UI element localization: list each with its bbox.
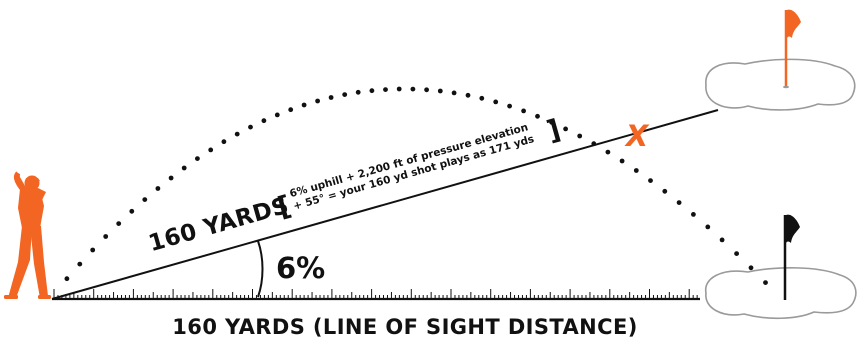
- lower-green-icon: [705, 267, 857, 320]
- trajectory-dot: [208, 147, 214, 153]
- trajectory-dot: [521, 108, 526, 114]
- slope-distance-label: 160 YARDS: [146, 193, 292, 257]
- trajectory-dot: [355, 89, 361, 95]
- trajectory-dot: [705, 224, 711, 230]
- trajectory-dot: [535, 113, 540, 119]
- trajectory-dot: [315, 98, 320, 104]
- trajectory-dot: [591, 141, 597, 147]
- trajectory-dot: [479, 95, 485, 101]
- trajectory-dot: [383, 87, 388, 92]
- upper-green-icon: [705, 58, 856, 111]
- trajectory-dot: [734, 251, 739, 256]
- trajectory-dot: [424, 87, 429, 93]
- trajectory-dot: [493, 99, 499, 105]
- line-of-sight-label: 160 YARDS (LINE OF SIGHT DISTANCE): [172, 315, 637, 339]
- trajectory-dot: [451, 90, 457, 96]
- trajectory-dot: [116, 221, 122, 227]
- trajectory-dot: [507, 103, 512, 109]
- calculation-note-line-1: 6% uphill + 2,200 ft of pressure elevati…: [288, 121, 529, 200]
- trajectory-dot: [129, 208, 135, 214]
- slope-line: [51, 109, 719, 300]
- trajectory-dot: [181, 165, 187, 171]
- trajectory-dot: [719, 237, 725, 243]
- trajectory-dot: [234, 131, 240, 137]
- trajectory-dot: [396, 86, 402, 92]
- trajectory-dot: [369, 88, 375, 94]
- trajectory-dot: [288, 107, 294, 113]
- trajectory-dot: [168, 175, 174, 181]
- slope-label-group: 160 YARDS [ 6% uphill + 2,200 ft of pres…: [146, 114, 564, 257]
- trajectory-dot: [142, 197, 148, 203]
- trajectory-dot: [195, 156, 200, 162]
- ruler-ticks: [53, 289, 698, 299]
- trajectory-dot: [64, 276, 70, 282]
- bracket-close: ]: [544, 114, 564, 147]
- trajectory-dot: [90, 247, 96, 253]
- trajectory-dot: [563, 126, 568, 132]
- impact-marker: X: [624, 119, 650, 153]
- trajectory-dot: [619, 158, 625, 164]
- trajectory-dot: [328, 95, 334, 100]
- trajectory-dot: [410, 86, 416, 92]
- trajectory-dot: [676, 200, 682, 206]
- trajectory-dot: [648, 178, 653, 184]
- trajectory-dot: [605, 149, 611, 155]
- distance-ruler: [52, 289, 700, 301]
- trajectory-dot: [261, 118, 267, 124]
- trajectory-dot: [274, 112, 280, 118]
- golf-club-icon: [15, 171, 41, 215]
- trajectory-dot: [342, 92, 348, 97]
- angle-arc: [257, 240, 264, 298]
- trajectory-dot: [577, 133, 583, 139]
- ball-trajectory: [64, 86, 768, 285]
- black-flag-icon: [783, 214, 800, 300]
- trajectory-dot: [763, 280, 768, 285]
- trajectory-dot: [301, 102, 307, 108]
- trajectory-dot: [221, 139, 227, 145]
- trajectory-dot: [155, 186, 161, 191]
- orange-flag-icon: [783, 9, 801, 89]
- trajectory-dot: [437, 88, 443, 94]
- trajectory-dot: [633, 168, 639, 173]
- trajectory-dot: [549, 119, 554, 125]
- trajectory-dot: [691, 212, 696, 217]
- trajectory-dot: [748, 265, 754, 271]
- trajectory-dot: [103, 234, 109, 239]
- trajectory-dot: [77, 261, 83, 267]
- golfer-silhouette-icon: [4, 172, 51, 299]
- trajectory-dot: [248, 124, 253, 130]
- trajectory-dot: [465, 92, 471, 98]
- trajectory-dot: [662, 188, 668, 194]
- angle-percent-label: 6%: [276, 251, 325, 285]
